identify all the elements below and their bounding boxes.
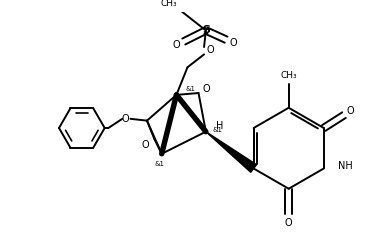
Text: O: O [347,106,354,116]
Text: O: O [202,84,210,94]
Text: CH₃: CH₃ [280,71,297,80]
Text: CH₃: CH₃ [161,0,178,8]
Text: O: O [285,217,293,228]
Text: O: O [141,140,149,150]
Text: &1: &1 [186,86,196,92]
Polygon shape [206,132,257,172]
Text: H: H [216,121,223,131]
Text: &1: &1 [213,127,222,133]
Text: &1: &1 [155,161,165,167]
Text: O: O [121,114,129,124]
Text: O: O [230,38,237,48]
Text: O: O [207,45,215,55]
Text: O: O [173,40,180,50]
Text: NH: NH [338,161,352,171]
Text: S: S [202,25,210,36]
